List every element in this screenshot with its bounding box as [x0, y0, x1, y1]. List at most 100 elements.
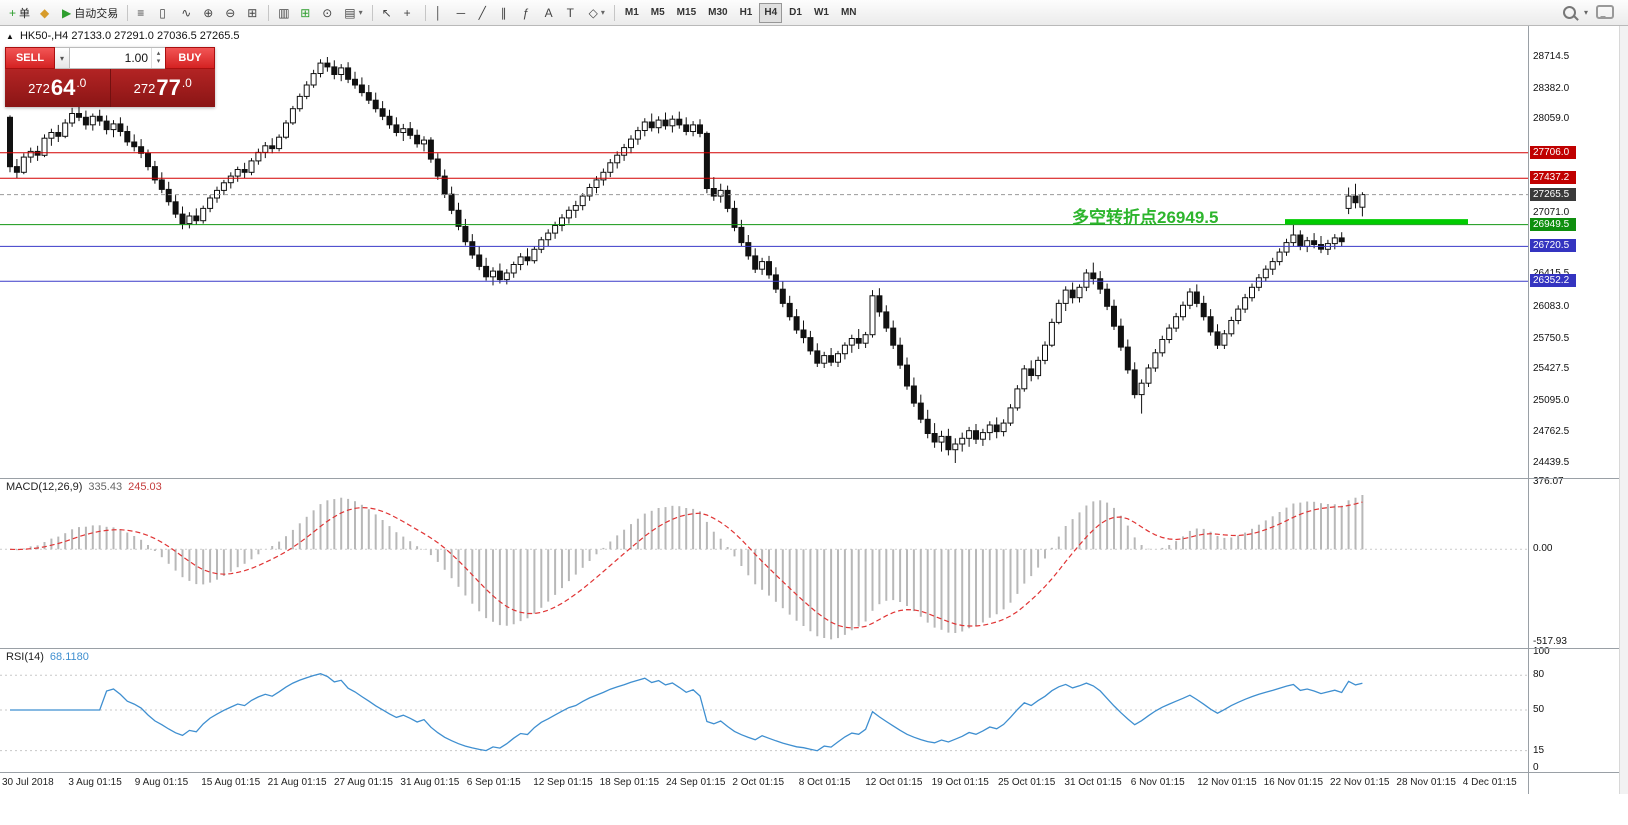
- candle-body: [807, 337, 814, 352]
- sell-button[interactable]: SELL: [5, 47, 55, 69]
- tf-h1-button[interactable]: H1: [735, 3, 758, 23]
- candle-body: [593, 179, 600, 188]
- tf-w1-button[interactable]: W1: [809, 3, 834, 23]
- candle-body: [1214, 331, 1221, 346]
- time-label: 28 Nov 01:15: [1396, 777, 1456, 788]
- fibonacci-button[interactable]: ƒ: [519, 3, 539, 23]
- candle-body: [372, 99, 379, 110]
- arrange-charts-button[interactable]: ▥: [274, 3, 294, 23]
- tf-d1-button[interactable]: D1: [784, 3, 807, 23]
- lot-up-icon[interactable]: ▴: [156, 50, 161, 57]
- trendline-button[interactable]: ╱: [475, 3, 495, 23]
- candle-body: [531, 248, 538, 262]
- price-scale-label: 25750.5: [1533, 332, 1570, 344]
- time-label: 30 Jul 2018: [2, 777, 54, 788]
- text-button[interactable]: A: [541, 3, 561, 23]
- candle-body: [945, 435, 952, 451]
- macd-pane[interactable]: [0, 478, 1528, 648]
- zoom-in-button[interactable]: ⊕: [199, 3, 219, 23]
- indicator-list-button-glyph: ▤: [344, 5, 356, 20]
- candle-body: [1138, 382, 1145, 396]
- candle-body: [993, 424, 1000, 433]
- chart-profile-icon-glyph: ◆: [40, 5, 50, 20]
- price-badge-26720.5: 26720.5: [1530, 239, 1576, 253]
- lot-size-value[interactable]: 1.00: [124, 51, 148, 65]
- candlestick-chart-button[interactable]: ▯: [155, 3, 175, 23]
- symbol-ohlc-text: HK50-,H4 27133.0 27291.0 27036.5 27265.5: [19, 30, 240, 42]
- candle-body: [655, 119, 662, 129]
- cursor-button[interactable]: ↖: [378, 3, 398, 23]
- tf-m5-button[interactable]: M5: [646, 3, 670, 23]
- period-settings-button[interactable]: ⊙: [318, 3, 338, 23]
- price-badge-27706.0: 27706.0: [1530, 145, 1576, 159]
- candle-body: [841, 344, 848, 355]
- tf-m1-button[interactable]: M1: [620, 3, 644, 23]
- equidistant-channel-button[interactable]: ∥: [497, 3, 517, 23]
- autotrading-button[interactable]: ▶ 自动交易: [58, 3, 122, 23]
- candle-body: [1283, 242, 1290, 253]
- tf-mn-button[interactable]: MN: [836, 3, 862, 23]
- time-label: 6 Nov 01:15: [1130, 777, 1185, 788]
- candle-body: [552, 225, 559, 234]
- new-chart-button[interactable]: ⊞: [296, 3, 316, 23]
- chat-icon[interactable]: [1596, 5, 1614, 19]
- label-button[interactable]: T: [563, 3, 583, 23]
- crosshair-button[interactable]: +: [400, 3, 420, 23]
- horizontal-line-button[interactable]: ─: [453, 3, 473, 23]
- buy-price-display[interactable]: 272 77.0: [111, 69, 216, 107]
- collapse-arrow-icon[interactable]: ▲: [6, 32, 14, 41]
- candle-body: [910, 385, 917, 404]
- tf-h4-button[interactable]: H4: [759, 2, 783, 23]
- chart-profile-icon[interactable]: ◆: [36, 3, 56, 23]
- rsi-pane[interactable]: [0, 648, 1528, 772]
- pane-separator[interactable]: [0, 478, 1628, 479]
- candle-body: [483, 265, 490, 278]
- turning-point-annotation[interactable]: 多空转折点26949.5: [1072, 208, 1219, 227]
- time-axis[interactable]: 30 Jul 2018 3 Aug 01:15 9 Aug 01:15 15 Aug …: [0, 772, 1528, 794]
- candle-body: [469, 241, 476, 256]
- candlestick-chart[interactable]: [0, 26, 1528, 478]
- search-icon[interactable]: [1562, 5, 1576, 19]
- lot-down-icon[interactable]: ▾: [156, 58, 161, 65]
- search-caret-icon[interactable]: ▾: [1583, 7, 1588, 17]
- price-chart-pane[interactable]: [0, 26, 1528, 478]
- sell-price-display[interactable]: 272 64.0: [5, 69, 111, 107]
- lot-stepper[interactable]: ▴ ▾: [151, 48, 165, 68]
- lot-dropdown-button[interactable]: ▾: [55, 47, 70, 69]
- candle-body: [565, 209, 572, 219]
- tf-m30-button[interactable]: M30: [703, 3, 732, 23]
- vertical-line-button[interactable]: │: [431, 3, 451, 23]
- tile-windows-button[interactable]: ⊞: [243, 3, 263, 23]
- shapes-button[interactable]: ◇ ▾: [585, 3, 609, 23]
- candle-body: [145, 152, 151, 168]
- candle-body: [1111, 305, 1117, 327]
- rsi-scale-label: 100: [1533, 646, 1550, 657]
- time-label: 12 Sep 01:15: [533, 777, 593, 788]
- candle-body: [917, 402, 924, 420]
- candle-body: [1338, 237, 1345, 243]
- candle-body: [600, 171, 607, 181]
- time-label: 31 Oct 01:15: [1064, 777, 1122, 788]
- buy-button[interactable]: BUY: [165, 47, 215, 69]
- candle-body: [966, 430, 973, 439]
- indicator-list-button[interactable]: ▤ ▾: [340, 3, 366, 23]
- crosshair-button-glyph: +: [403, 5, 411, 20]
- price-axis[interactable]: 28714.5 28382.0 28059.0 27071.0 26415.5 26083…: [1528, 26, 1628, 794]
- candle-body: [158, 179, 165, 190]
- zoom-out-button[interactable]: ⊖: [221, 3, 241, 23]
- tf-m15-button[interactable]: M15: [672, 3, 701, 23]
- vertical-scrollbar[interactable]: [1619, 26, 1628, 794]
- candle-body: [766, 261, 772, 276]
- bar-chart-button[interactable]: ≡: [133, 3, 153, 23]
- candle-body: [904, 364, 910, 387]
- line-chart-button[interactable]: ∿: [177, 3, 197, 23]
- sell-price-fraction: .0: [76, 76, 87, 90]
- pane-separator[interactable]: [0, 648, 1628, 649]
- candle-body: [572, 205, 579, 211]
- macd-label: MACD(12,26,9) 335.43 245.03: [4, 481, 164, 493]
- new-order-button[interactable]: + 单: [5, 3, 34, 23]
- bar-chart-button-glyph: ≡: [137, 5, 145, 20]
- tf-h4-button-label: H4: [764, 7, 778, 18]
- candle-body: [283, 122, 289, 138]
- lot-size-field[interactable]: 1.00 ▴ ▾: [70, 47, 165, 69]
